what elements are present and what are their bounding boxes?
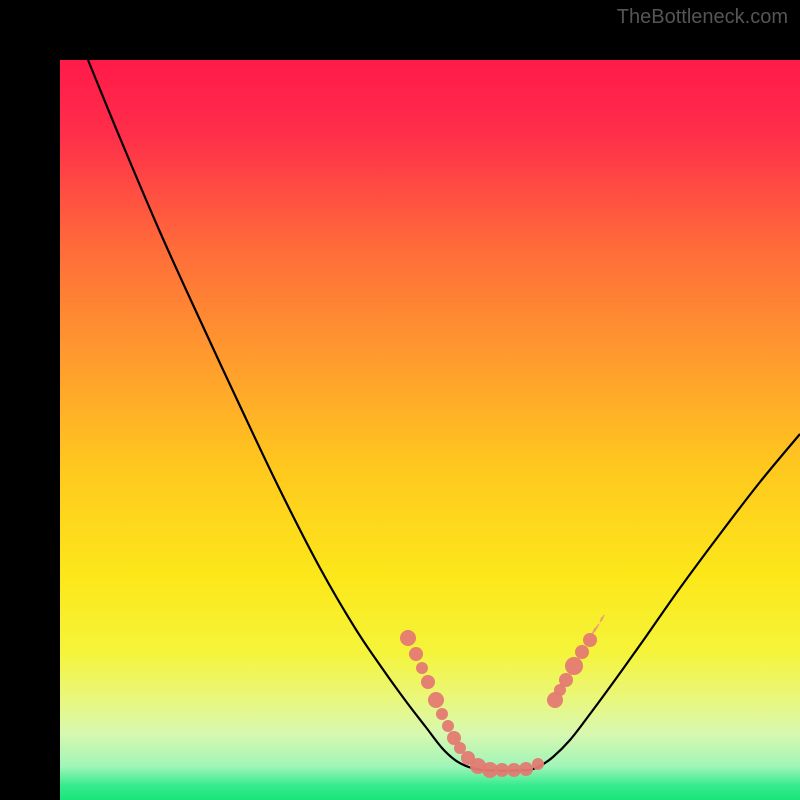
curve-right [530, 434, 800, 770]
plot-area [60, 60, 800, 800]
data-marker [583, 633, 597, 647]
data-marker [409, 647, 423, 661]
data-marker [575, 645, 589, 659]
data-marker [519, 762, 533, 776]
scribble-group [592, 615, 604, 634]
data-marker [442, 720, 454, 732]
curve-layer [60, 60, 800, 800]
marker-group [400, 630, 597, 778]
watermark-text: TheBottleneck.com [617, 6, 788, 29]
scribble-mark [592, 624, 599, 634]
data-marker [507, 763, 521, 777]
data-marker [495, 763, 509, 777]
data-marker [421, 675, 435, 689]
data-marker [436, 708, 448, 720]
scribble-mark [600, 615, 604, 622]
chart-frame [0, 0, 800, 800]
data-marker [416, 662, 428, 674]
data-marker [532, 758, 544, 770]
data-marker [565, 657, 583, 675]
data-marker [428, 692, 444, 708]
data-marker [400, 630, 416, 646]
data-marker [559, 673, 573, 687]
